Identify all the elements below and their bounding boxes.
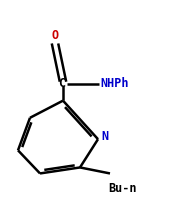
Text: C: C	[58, 77, 65, 90]
Text: Bu-n: Bu-n	[108, 182, 137, 195]
Text: NHPh: NHPh	[100, 77, 129, 90]
Text: O: O	[51, 29, 59, 42]
Text: N: N	[102, 130, 109, 143]
